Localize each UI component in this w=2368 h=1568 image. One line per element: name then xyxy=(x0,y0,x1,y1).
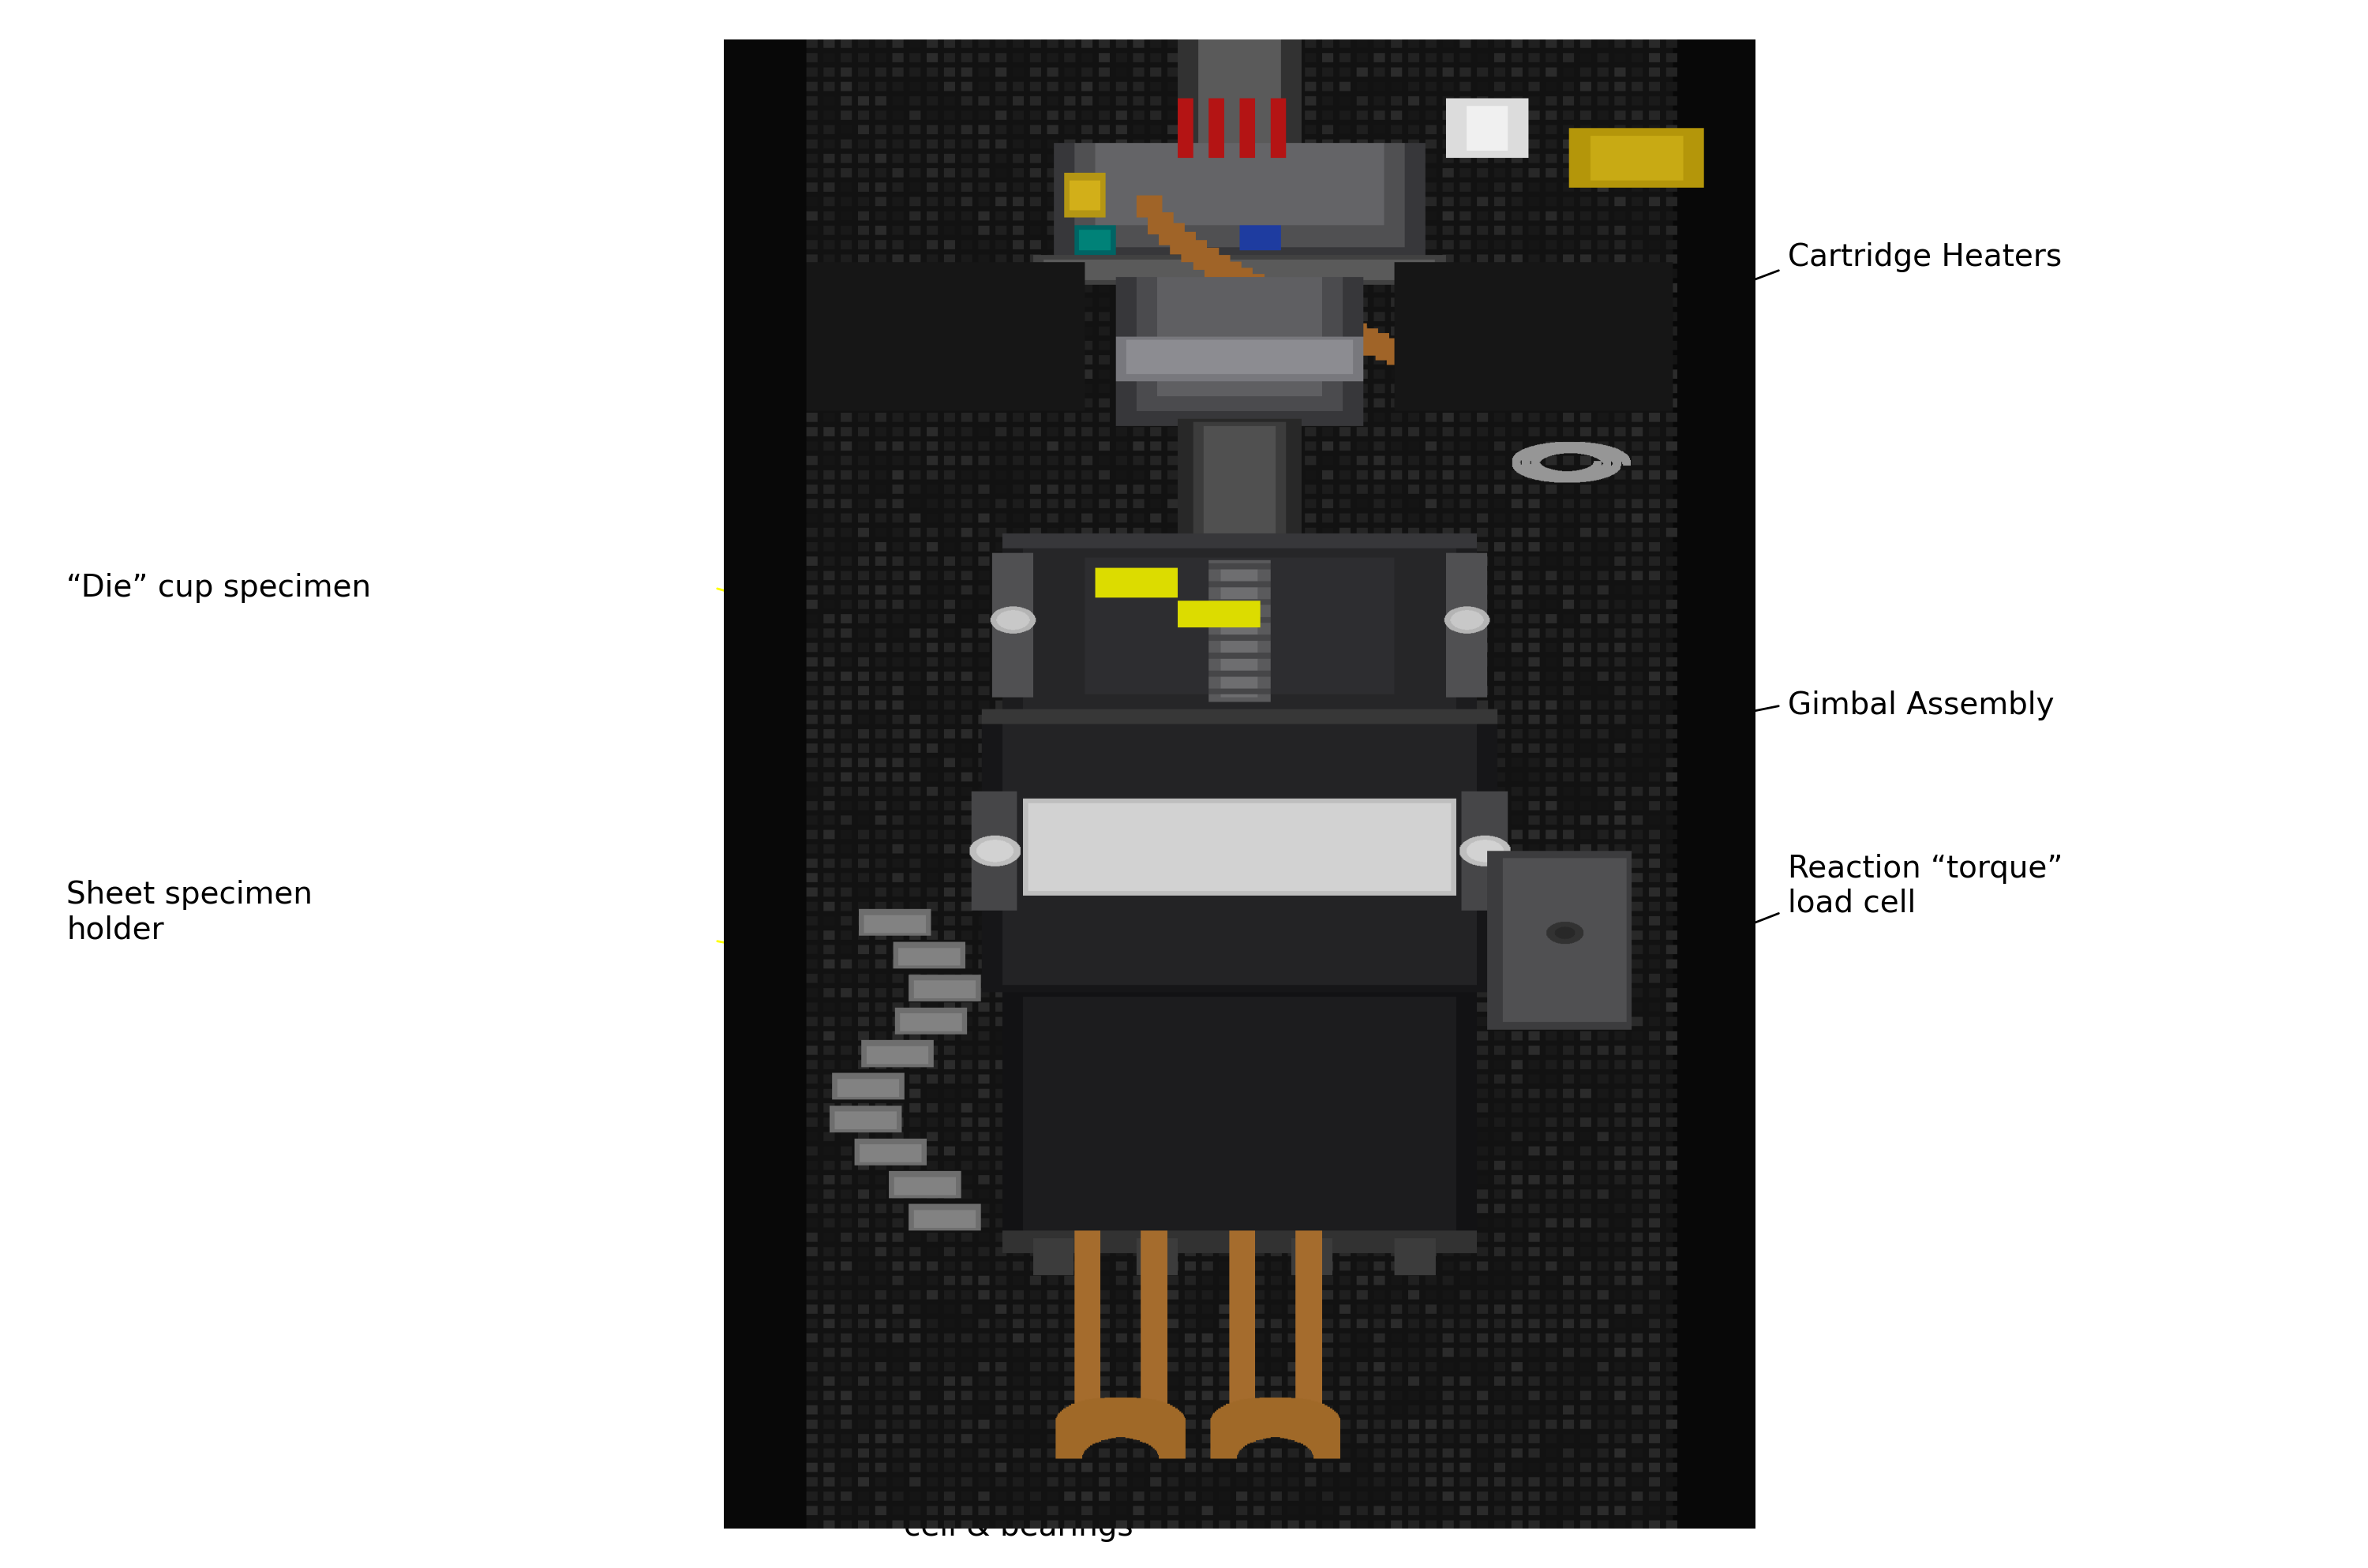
Text: Gimbal Assembly: Gimbal Assembly xyxy=(1788,690,2053,721)
Text: Cartridge Heaters: Cartridge Heaters xyxy=(1788,241,2063,273)
Text: “Die” cup specimen: “Die” cup specimen xyxy=(66,572,372,604)
Text: Reaction “torque”
load cell: Reaction “torque” load cell xyxy=(1788,853,2063,919)
Text: Sheet specimen
holder: Sheet specimen holder xyxy=(66,880,313,946)
Text: Axial force load
cell & bearings: Axial force load cell & bearings xyxy=(900,1477,1137,1541)
